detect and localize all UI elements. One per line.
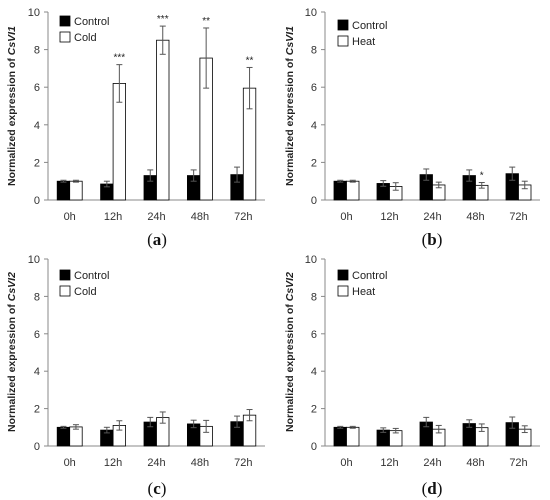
x-tick-label: 48h <box>191 457 209 469</box>
y-tick-label: 8 <box>34 45 40 57</box>
legend-label: Control <box>74 270 109 282</box>
y-axis-label: Normalized expression of CsVI1 <box>6 26 18 186</box>
significance-marker: *** <box>157 14 169 25</box>
legend-label: Heat <box>352 286 375 298</box>
y-axis-label-gene: CsVI2 <box>284 272 296 301</box>
y-tick-label: 2 <box>34 157 40 169</box>
legend-swatch-control <box>59 15 71 27</box>
bar-heat <box>346 426 360 447</box>
significance-marker: ** <box>202 16 210 27</box>
y-axis-label: Normalized expression of CsVI1 <box>284 26 296 186</box>
x-tick-label: 24h <box>423 457 441 469</box>
bar-control <box>56 180 71 201</box>
legend-label: Cold <box>74 32 97 44</box>
bar-control <box>56 426 71 447</box>
y-tick-label: 2 <box>311 404 317 416</box>
y-tick-label: 8 <box>311 291 317 303</box>
panel-a: 0 2 4 6 8 10 Normalized expression of CsVI1 0h 1… <box>6 7 265 249</box>
legend-label: Cold <box>74 286 97 298</box>
y-tick-label: 4 <box>311 120 317 132</box>
y-tick-label: 0 <box>311 195 317 207</box>
x-tick-label: 0h <box>64 211 76 223</box>
y-tick-label: 10 <box>28 254 40 266</box>
bar-cold <box>156 39 170 201</box>
y-tick-label: 6 <box>311 329 317 341</box>
y-tick-label: 8 <box>34 291 40 303</box>
x-tick-label: 48h <box>191 211 209 223</box>
y-axis-label-gene: CsVI1 <box>284 26 296 55</box>
y-tick-label: 0 <box>34 195 40 207</box>
x-tick-label: 24h <box>147 457 165 469</box>
y-axis-label-prefix: Normalized expression of <box>6 55 18 186</box>
panel-label: (d) <box>422 479 443 498</box>
panel-d: 0 2 4 6 8 10 Normalized expression of CsVI2 0h 1… <box>284 254 540 498</box>
x-tick-label: 72h <box>234 211 252 223</box>
y-tick-label: 10 <box>305 7 317 19</box>
y-axis-label: Normalized expression of CsVI2 <box>284 272 296 432</box>
y-tick-label: 10 <box>28 7 40 19</box>
y-axis-label: Normalized expression of CsVI2 <box>6 272 18 432</box>
x-tick-label: 72h <box>509 211 527 223</box>
y-axis-label-prefix: Normalized expression of <box>6 301 18 432</box>
legend-swatch-heat <box>337 285 349 297</box>
panel-label-letter: a <box>153 230 162 249</box>
panel-label-letter: c <box>153 479 161 498</box>
legend-swatch-control <box>59 269 71 281</box>
y-tick-label: 10 <box>305 254 317 266</box>
bar-cold <box>69 180 83 201</box>
y-tick-label: 0 <box>311 441 317 453</box>
legend-label: Control <box>74 16 109 28</box>
panel-label: (c) <box>148 479 167 498</box>
x-tick-label: 12h <box>380 211 398 223</box>
legend-swatch-control <box>337 19 349 31</box>
panel-b: 0 2 4 6 8 10 Normalized expression of CsVI1 0h 1… <box>284 7 540 249</box>
y-axis-label-gene: CsVI1 <box>6 26 18 55</box>
x-tick-label: 24h <box>423 211 441 223</box>
bar-heat <box>346 180 360 201</box>
y-tick-label: 4 <box>311 366 317 378</box>
legend-label: Control <box>352 20 387 32</box>
significance-marker: *** <box>114 53 126 64</box>
x-tick-label: 12h <box>380 457 398 469</box>
x-tick-label: 0h <box>340 457 352 469</box>
y-tick-label: 2 <box>34 404 40 416</box>
legend-label: Heat <box>352 36 375 48</box>
legend-swatch-heat <box>337 35 349 47</box>
y-tick-label: 2 <box>311 157 317 169</box>
bar-control <box>333 180 347 201</box>
y-axis-label-gene: CsVI2 <box>6 272 18 301</box>
x-tick-label: 12h <box>104 457 122 469</box>
legend-swatch-cold <box>59 285 71 297</box>
panel-c: 0 2 4 6 8 10 Normalized expression of CsVI2 0h 1… <box>6 254 265 498</box>
y-tick-label: 4 <box>34 366 40 378</box>
x-tick-label: 0h <box>64 457 76 469</box>
panel-label-letter: d <box>427 479 437 498</box>
panel-label: (a) <box>147 230 167 249</box>
y-tick-label: 8 <box>311 45 317 57</box>
y-tick-label: 6 <box>34 329 40 341</box>
y-tick-label: 4 <box>34 120 40 132</box>
y-axis-label-prefix: Normalized expression of <box>284 55 296 186</box>
x-tick-label: 48h <box>466 211 484 223</box>
x-tick-label: 0h <box>340 211 352 223</box>
significance-marker: ** <box>246 55 254 66</box>
legend-swatch-cold <box>59 31 71 43</box>
y-tick-label: 0 <box>34 441 40 453</box>
y-tick-label: 6 <box>311 82 317 94</box>
legend-swatch-control <box>337 269 349 281</box>
legend-label: Control <box>352 270 387 282</box>
panel-label: (b) <box>422 230 443 249</box>
x-tick-label: 24h <box>147 211 165 223</box>
bar-control <box>333 426 347 447</box>
x-tick-label: 48h <box>466 457 484 469</box>
x-tick-label: 12h <box>104 211 122 223</box>
bar-cold <box>69 426 83 447</box>
panel-label-letter: b <box>427 230 436 249</box>
x-tick-label: 72h <box>234 457 252 469</box>
significance-marker: * <box>480 171 484 182</box>
x-tick-label: 72h <box>509 457 527 469</box>
y-axis-label-prefix: Normalized expression of <box>284 301 296 432</box>
y-tick-label: 6 <box>34 82 40 94</box>
